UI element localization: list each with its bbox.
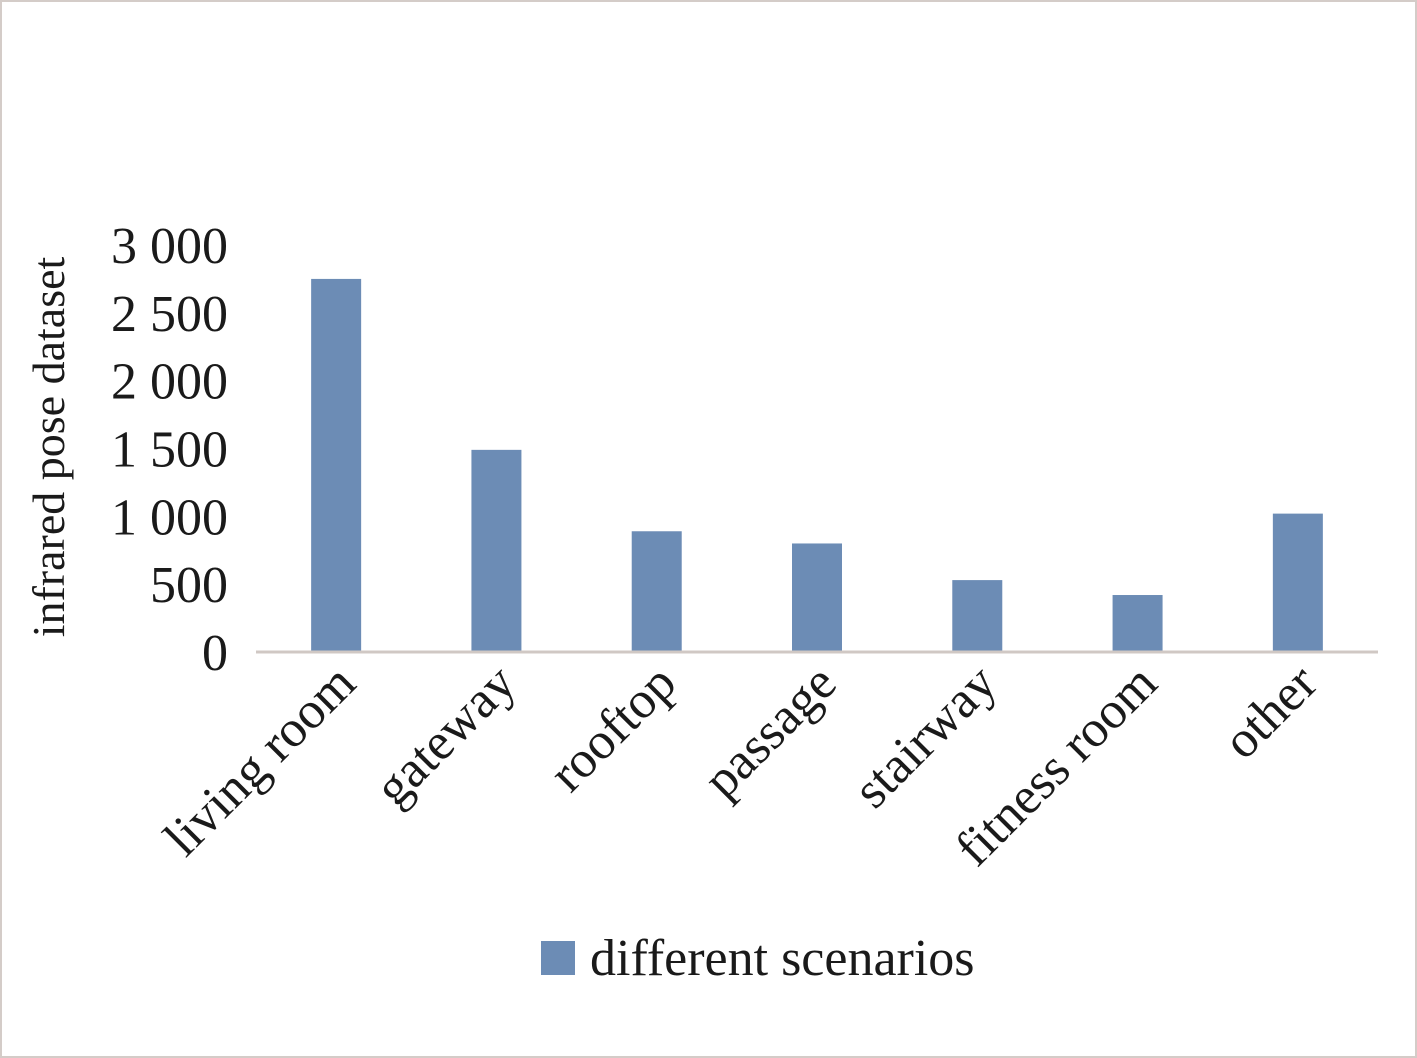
- bar: [792, 543, 842, 652]
- y-tick-label: 1 500: [111, 422, 228, 479]
- x-category-label: other: [1212, 654, 1328, 770]
- bar: [631, 531, 682, 652]
- y-tick-label: 2 000: [111, 354, 228, 411]
- y-axis-label: infrared pose dataset: [23, 256, 74, 637]
- x-category-label: stairway: [843, 654, 1008, 819]
- bar: [471, 449, 522, 652]
- y-tick-label: 1 000: [111, 489, 228, 546]
- bar: [1112, 595, 1163, 652]
- y-tick-label: 500: [150, 557, 228, 614]
- legend-swatch: [541, 941, 575, 975]
- legend-label: different scenarios: [590, 930, 975, 987]
- legend: different scenarios: [541, 930, 975, 987]
- y-tick-label: 2 500: [111, 286, 228, 343]
- x-category-label: living room: [154, 654, 367, 867]
- bar: [1272, 513, 1323, 652]
- bar: [311, 278, 362, 652]
- y-tick-label: 3 000: [111, 218, 228, 275]
- bar: [952, 580, 1003, 652]
- bars: [311, 278, 1323, 652]
- x-category-label: passage: [693, 654, 848, 809]
- y-tick-label: 0: [202, 625, 228, 682]
- x-category-label: gateway: [364, 654, 527, 817]
- y-tick-labels: 0 500 1 000 1 500 2 000 2 500 3 000: [111, 218, 228, 682]
- x-category-label: rooftop: [539, 654, 688, 803]
